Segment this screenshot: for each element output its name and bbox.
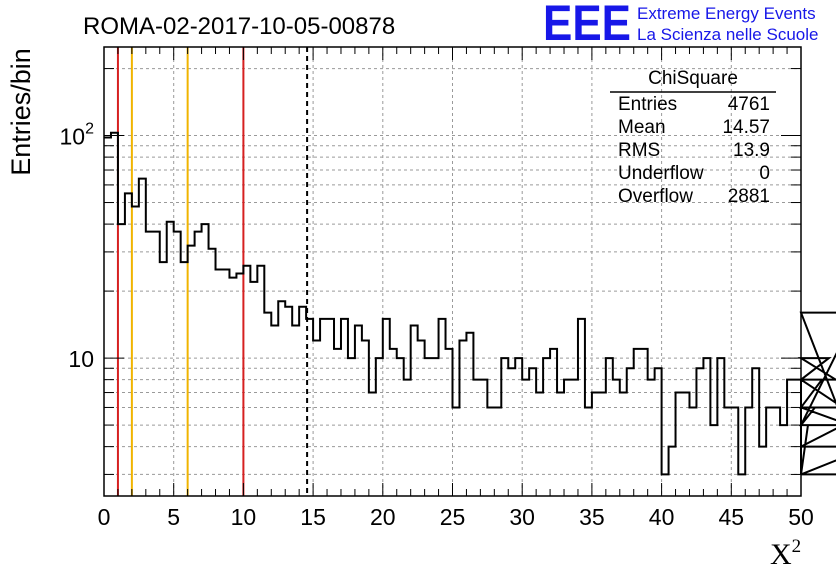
stats-label-rms: RMS (618, 140, 660, 161)
stats-value-mean: 14.57 (722, 117, 770, 138)
x-axis-label-base: X (770, 538, 792, 571)
x-tick-label: 25 (440, 504, 466, 530)
grid-lines (104, 47, 801, 496)
x-axis-label-exponent: 2 (792, 536, 802, 557)
x-axis-label: X2 (770, 536, 801, 571)
axis-ticks (103, 47, 802, 496)
x-tick-label: 20 (370, 504, 396, 530)
y-tick-label-exponent: 2 (85, 121, 94, 138)
stats-value-underflow: 0 (759, 163, 770, 184)
y-tick-label-base: 10 (68, 346, 94, 372)
stats-title: ChiSquare (648, 68, 738, 89)
eee-logo-letters: EEE (543, 0, 631, 51)
histogram-line (104, 131, 836, 476)
x-tick-label: 40 (649, 504, 675, 530)
x-tick-label: 0 (98, 504, 111, 530)
logo-line-1: Extreme Energy Events (637, 4, 816, 23)
stats-value-rms: 13.9 (733, 140, 770, 161)
x-tick-label: 30 (509, 504, 535, 530)
stats-label-underflow: Underflow (618, 163, 704, 184)
stats-value-entries: 4761 (728, 94, 770, 115)
stats-label-overflow: Overflow (618, 186, 693, 207)
eee-logo: EEE Extreme Energy Events La Scienza nel… (543, 0, 818, 51)
x-tick-label: 5 (167, 504, 180, 530)
x-tick-label: 35 (579, 504, 605, 530)
x-tick-label: 50 (788, 504, 814, 530)
chart-title: ROMA-02-2017-10-05-00878 (83, 13, 395, 40)
y-axis-label: Entries/bin (6, 48, 36, 176)
y-tick-label: 102 (60, 121, 95, 150)
stats-label-entries: Entries (618, 94, 677, 115)
stats-label-mean: Mean (618, 117, 666, 138)
y-tick-label: 10 (68, 346, 94, 372)
x-tick-label: 45 (719, 504, 745, 530)
x-tick-labels: 0 5 10 15 20 25 30 35 40 45 50 (98, 504, 814, 530)
y-tick-label-base: 10 (60, 124, 86, 150)
stats-box: ChiSquare Entries 4761 Mean 14.57 RMS 13… (610, 68, 776, 207)
stats-value-overflow: 2881 (728, 186, 770, 207)
reference-lines (116, 47, 309, 496)
x-tick-label: 15 (300, 504, 326, 530)
x-tick-label: 10 (231, 504, 257, 530)
logo-line-2: La Scienza nelle Scuole (637, 25, 818, 44)
